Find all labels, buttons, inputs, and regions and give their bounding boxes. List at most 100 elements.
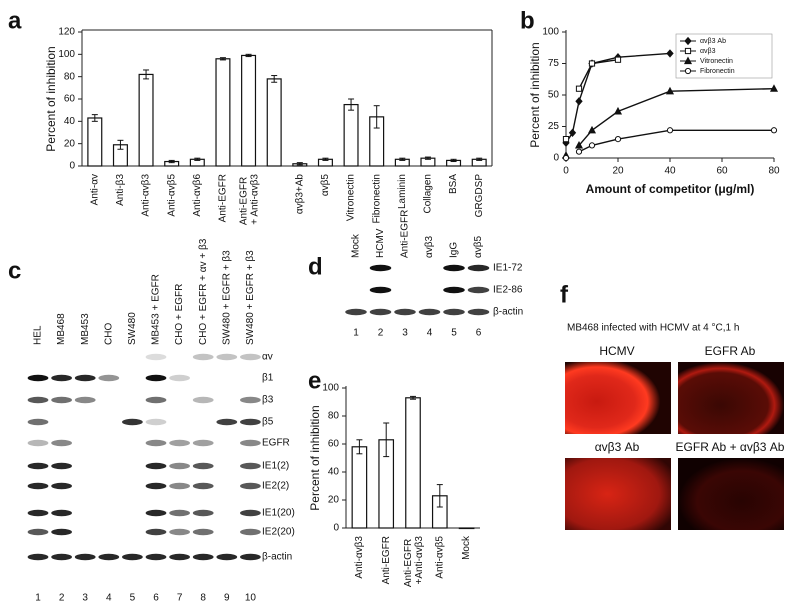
band xyxy=(145,439,167,447)
lane-number: 1 xyxy=(353,328,359,339)
lane-number: 4 xyxy=(106,593,112,604)
marker xyxy=(587,125,597,134)
x-tick-label: Anti-αvβ3 xyxy=(354,536,365,579)
band xyxy=(98,553,120,561)
marker xyxy=(575,97,583,106)
row-label: αv xyxy=(262,352,273,363)
micrograph xyxy=(678,362,784,434)
band xyxy=(145,462,167,470)
band xyxy=(467,264,490,272)
image-label: HCMV xyxy=(599,344,634,358)
y-tick-label: 120 xyxy=(58,27,75,38)
error-bar xyxy=(168,159,175,164)
x-tick-label: Laminin xyxy=(397,174,408,209)
row-label: β-actin xyxy=(262,552,292,563)
error-bar xyxy=(383,422,390,458)
y-tick-label: 80 xyxy=(328,411,340,422)
x-tick-label: Anti-EGFR + Anti-αvβ3 xyxy=(238,174,260,226)
band xyxy=(51,374,72,382)
band xyxy=(27,528,49,536)
bar xyxy=(405,397,421,529)
lane-label: HCMV xyxy=(375,228,386,258)
micrograph xyxy=(565,362,671,434)
lane-label: CHO + EGFR + αv + β3 xyxy=(198,238,209,345)
marker xyxy=(568,128,577,137)
panel-letter: e xyxy=(308,367,321,394)
band xyxy=(467,308,490,316)
band xyxy=(74,396,96,404)
band xyxy=(192,396,214,404)
lane-number: 1 xyxy=(35,593,41,604)
lane-number: 2 xyxy=(378,328,384,339)
marker xyxy=(614,136,622,143)
band xyxy=(51,462,72,470)
band xyxy=(240,509,261,517)
bar xyxy=(138,73,154,167)
band xyxy=(443,308,465,316)
band xyxy=(122,553,143,561)
y-tick-label: 20 xyxy=(328,495,340,506)
lane-label: CHO + EGFR xyxy=(174,284,185,345)
lane-number: 7 xyxy=(177,593,183,604)
panel-letter: a xyxy=(8,7,22,34)
series-line xyxy=(565,52,671,144)
band xyxy=(145,396,167,404)
band xyxy=(192,353,214,361)
lane-label: CHO xyxy=(103,323,114,345)
y-tick-label: 100 xyxy=(542,27,559,38)
band xyxy=(240,396,261,404)
marker xyxy=(666,127,674,134)
error-bar xyxy=(271,75,278,83)
y-axis-label: Percent of inhibition xyxy=(308,405,322,510)
band xyxy=(27,439,49,447)
band xyxy=(145,353,167,361)
error-bar xyxy=(356,439,363,455)
marker xyxy=(683,56,693,65)
image-label: EGFR Ab + αvβ3 Ab xyxy=(676,440,785,454)
row-label: IE2(20) xyxy=(262,527,295,538)
lane-label: IgG xyxy=(449,242,460,258)
y-tick-label: 25 xyxy=(548,121,560,132)
y-tick-label: 40 xyxy=(328,467,340,478)
lane-label: αvβ3 xyxy=(424,235,435,258)
band xyxy=(169,439,190,447)
marker xyxy=(574,140,584,149)
marker xyxy=(613,106,623,115)
band xyxy=(443,286,465,294)
lane-number: 10 xyxy=(245,593,257,604)
bar xyxy=(241,54,257,167)
band xyxy=(369,286,392,294)
row-label: IE1(2) xyxy=(262,461,289,472)
x-tick-label: Anti-β3 xyxy=(115,174,126,206)
lane-label: MB453 xyxy=(80,313,91,345)
lane-label: SW480 + EGFR + β3 xyxy=(221,250,232,345)
bar xyxy=(87,117,103,167)
series-line xyxy=(578,88,775,146)
lane-number: 6 xyxy=(153,593,159,604)
x-tick-label: Anti-EGFR xyxy=(218,174,229,222)
x-tick-label: Fibronectin xyxy=(371,174,382,223)
x-tick-label: BSA xyxy=(448,174,459,194)
lane-label: MB453 + EGFR xyxy=(151,274,162,345)
band xyxy=(192,553,214,561)
panel-letter: c xyxy=(8,257,21,284)
band xyxy=(216,418,238,426)
y-tick-label: 60 xyxy=(328,439,340,450)
band xyxy=(145,418,167,426)
y-axis-label: Percent of inhibition xyxy=(44,46,58,151)
lane-label: HEL xyxy=(33,325,44,345)
band xyxy=(169,509,190,517)
x-tick-label: Vitronectin xyxy=(346,174,357,221)
x-tick-label: Anti-αvβ6 xyxy=(192,174,203,217)
legend-label: αvβ3 xyxy=(700,48,716,55)
panel-letter: d xyxy=(308,253,323,280)
band xyxy=(27,396,49,404)
error-bar xyxy=(219,57,226,61)
panel-letter: f xyxy=(560,281,569,308)
marker xyxy=(666,49,674,58)
y-tick-label: 80 xyxy=(64,71,76,82)
band xyxy=(145,509,167,517)
error-bar xyxy=(296,162,303,166)
marker xyxy=(769,84,779,92)
